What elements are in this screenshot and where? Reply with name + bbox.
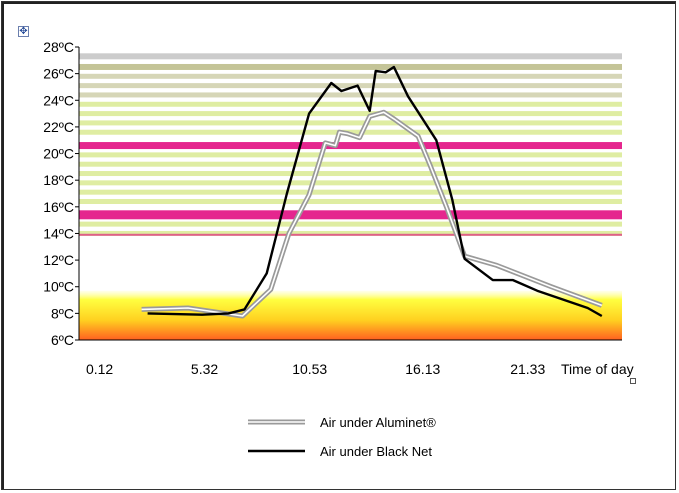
background-band: [79, 152, 622, 158]
background-band: [79, 111, 622, 117]
y-tick-label: 12ºC: [43, 252, 74, 268]
background-band: [79, 120, 622, 126]
chart-axes: [78, 47, 622, 341]
background-band: [79, 180, 622, 186]
legend-label: Air under Black Net: [320, 444, 432, 459]
background-band: [79, 233, 622, 236]
background-band: [79, 171, 622, 177]
background-band: [79, 161, 622, 167]
x-tick-label: 0.12: [86, 361, 113, 377]
y-tick-label: 28ºC: [43, 39, 74, 55]
x-axis-label: Time of day: [561, 361, 634, 377]
background-band: [79, 221, 622, 227]
legend-label: Air under Aluminet®: [320, 415, 436, 430]
x-tick-label: 16.13: [405, 361, 440, 377]
chart-series-lines: [141, 65, 603, 319]
background-band: [79, 63, 622, 70]
background-band: [79, 101, 622, 107]
background-band: [79, 230, 622, 236]
background-bands: [79, 53, 622, 340]
background-band: [79, 83, 622, 89]
x-tick-label: 21.33: [510, 361, 545, 377]
y-tick-label: 6ºC: [51, 332, 74, 348]
x-tick-label: 5.32: [191, 361, 218, 377]
resize-handle-icon[interactable]: [630, 378, 636, 384]
chart-tick-labels: 6ºC 8ºC 10ºC 12ºC 14ºC 16ºC 18ºC 20ºC 22ºC 24ºC 26…: [43, 39, 545, 377]
background-band: [79, 210, 622, 220]
y-tick-label: 20ºC: [43, 146, 74, 162]
series-line-black-net: [147, 65, 603, 318]
low-temperature-gradient: [79, 290, 622, 340]
series-line-aluminet: [141, 111, 603, 317]
background-band: [79, 198, 622, 204]
background-band: [79, 92, 622, 98]
y-tick-label: 22ºC: [43, 119, 74, 135]
y-tick-label: 8ºC: [51, 305, 74, 321]
y-tick-label: 10ºC: [43, 279, 74, 295]
background-band: [79, 189, 622, 195]
move-arrows-icon[interactable]: ✥: [18, 26, 29, 37]
y-tick-label: 16ºC: [43, 199, 74, 215]
chart-legend: Air under Aluminet® Air under Black Net: [248, 415, 436, 459]
y-tick-label: 14ºC: [43, 225, 74, 241]
background-band: [79, 53, 622, 60]
y-tick-label: 26ºC: [43, 66, 74, 82]
background-band: [79, 73, 622, 79]
background-band: [79, 142, 622, 150]
y-tick-label: 24ºC: [43, 92, 74, 108]
x-tick-label: 10.53: [292, 361, 327, 377]
y-tick-label: 18ºC: [43, 172, 74, 188]
